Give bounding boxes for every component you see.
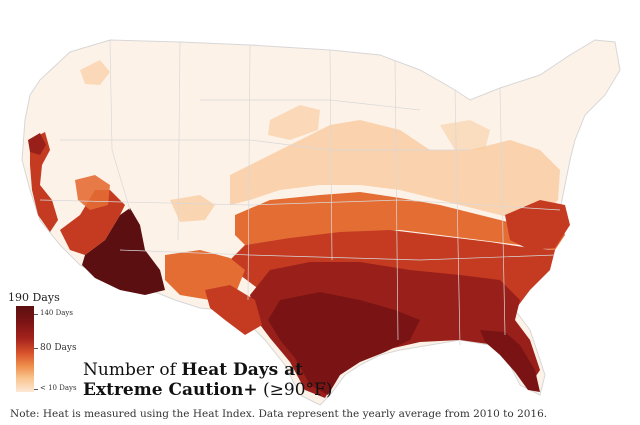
heat-patch-northeast [440, 120, 490, 150]
legend-tick-label: < 10 Days [40, 384, 77, 392]
heat-band-highest [268, 292, 420, 395]
legend-title: 190 Days [8, 291, 60, 304]
legend-tick-label: 140 Days [40, 309, 73, 317]
heat-florida [480, 330, 540, 392]
state-borders [39, 39, 561, 346]
map-title: Number of Heat Days at Extreme Caution+ … [83, 360, 332, 400]
title-suffix: (≥90°F) [257, 380, 333, 400]
heat-southwest-hotspot [82, 208, 165, 295]
legend-tick-mark [34, 348, 38, 349]
heat-california-north [28, 133, 46, 155]
heat-patch-idaho [80, 60, 110, 85]
legend-color-bar [16, 306, 34, 392]
heat-southwest-ring [60, 190, 125, 255]
heat-patch-north [268, 105, 320, 140]
legend-tick-mark [34, 389, 38, 390]
title-bold-line2: Extreme Caution+ [83, 380, 258, 400]
footnote: Note: Heat is measured using the Heat In… [10, 408, 548, 420]
title-prefix: Number of [83, 360, 182, 380]
legend-tick-label: 80 Days [40, 343, 77, 353]
title-bold-line1: Heat Days at [181, 360, 304, 380]
legend-tick-mark [34, 314, 38, 315]
heat-patch-colorado [170, 195, 215, 222]
heat-band-light [230, 120, 560, 220]
heat-carolina-coast [505, 200, 570, 250]
heat-california-valley [30, 132, 58, 232]
